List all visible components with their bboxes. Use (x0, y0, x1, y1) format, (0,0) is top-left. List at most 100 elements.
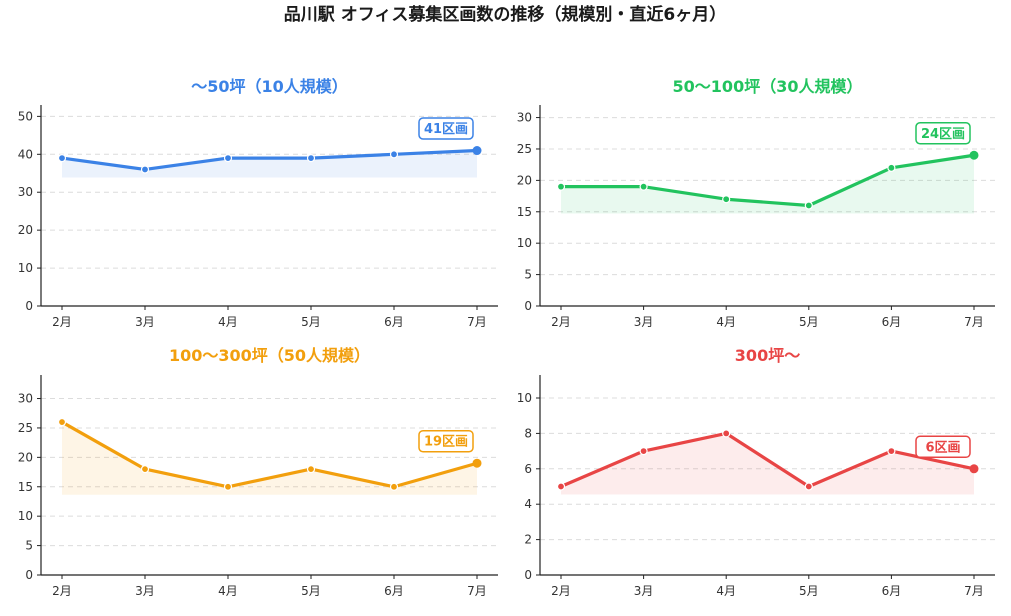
callout-label: 24区画 (921, 127, 965, 142)
y-tick-label: 6 (524, 462, 532, 476)
y-tick-label: 25 (18, 421, 33, 435)
subplot-title: 50〜100坪（30人規模） (673, 77, 863, 96)
callout-label: 6区画 (925, 440, 960, 455)
y-tick-label: 50 (18, 109, 33, 123)
data-point (639, 182, 648, 191)
x-tick-label: 4月 (716, 315, 736, 329)
data-point (140, 165, 150, 174)
x-tick-label: 4月 (218, 315, 238, 329)
y-tick-label: 4 (524, 497, 532, 511)
y-tick-label: 10 (18, 261, 33, 275)
y-tick-label: 20 (18, 223, 33, 237)
data-point (639, 447, 648, 456)
data-point (306, 465, 316, 474)
x-tick-label: 5月 (301, 584, 321, 598)
x-tick-label: 7月 (467, 315, 487, 329)
chart-panel-4: 300坪〜 0 2 4 6 8 10 2月 3月 4月 5月 6月 7月 6区画 (517, 346, 995, 598)
area-fill (561, 433, 974, 495)
x-tick-label: 2月 (551, 315, 571, 329)
data-point (804, 201, 813, 210)
subplot-title: 300坪〜 (735, 346, 800, 365)
y-tick-label: 40 (18, 147, 33, 161)
y-tick-label: 10 (517, 391, 532, 405)
x-tick-label: 5月 (799, 315, 819, 329)
data-point (472, 146, 482, 156)
data-point (722, 195, 731, 204)
data-point (57, 153, 67, 163)
data-point (556, 182, 566, 191)
data-point (389, 150, 399, 159)
y-tick-label: 0 (524, 568, 532, 582)
y-tick-label: 8 (524, 426, 532, 440)
area-fill (62, 422, 477, 495)
chart-main-title: 品川駅 オフィス募集区画数の推移（規模別・直近6ヶ月） (284, 4, 726, 25)
callout-box (915, 122, 971, 145)
x-tick-label: 5月 (799, 584, 819, 598)
y-tick-label: 10 (18, 509, 33, 523)
area-fill (62, 150, 477, 178)
y-tick-label: 0 (25, 568, 33, 582)
y-tick-label: 30 (18, 185, 33, 199)
subplot-title: 100〜300坪（50人規模） (169, 346, 370, 365)
callout-box (418, 429, 474, 453)
x-tick-label: 4月 (716, 584, 736, 598)
y-tick-label: 10 (517, 236, 532, 250)
data-point (472, 458, 482, 468)
x-tick-label: 7月 (964, 584, 984, 598)
data-point (804, 482, 813, 491)
y-tick-label: 30 (18, 392, 33, 406)
y-tick-label: 15 (18, 480, 33, 494)
series-line (60, 420, 479, 489)
x-tick-label: 2月 (52, 584, 72, 598)
area-fill (561, 155, 974, 214)
y-tick-label: 2 (524, 533, 532, 547)
y-tick-label: 25 (517, 142, 532, 156)
data-point (389, 482, 399, 491)
chart-panel-2: 50〜100坪（30人規模） 0 5 10 15 20 25 30 2月 3月 4月 5月 6月 7月 24… (517, 77, 995, 329)
data-point (722, 429, 731, 438)
data-point (969, 150, 979, 160)
x-tick-label: 3月 (634, 315, 654, 329)
callout-box (418, 117, 474, 140)
y-tick-label: 15 (517, 205, 532, 219)
callout-box (915, 435, 971, 459)
y-tick-label: 0 (524, 299, 532, 313)
data-point (306, 153, 316, 163)
y-tick-label: 20 (517, 173, 532, 187)
y-tick-label: 5 (524, 268, 532, 282)
data-point (140, 465, 150, 474)
data-point (887, 163, 896, 172)
y-tick-label: 30 (517, 111, 532, 125)
callout-label: 41区画 (424, 122, 468, 137)
data-point (969, 464, 979, 474)
x-tick-label: 6月 (882, 315, 902, 329)
subplot-title: 〜50坪（10人規模） (191, 77, 348, 96)
x-tick-label: 3月 (634, 584, 654, 598)
data-point (223, 482, 233, 491)
x-tick-label: 2月 (551, 584, 571, 598)
x-tick-label: 5月 (301, 315, 321, 329)
series-line (60, 148, 479, 172)
callout-label: 19区画 (424, 435, 468, 450)
y-tick-label: 0 (25, 299, 33, 313)
x-tick-label: 6月 (384, 584, 404, 598)
data-point (223, 153, 233, 163)
x-tick-label: 4月 (218, 584, 238, 598)
data-point (887, 447, 896, 456)
x-tick-label: 3月 (135, 315, 155, 329)
x-tick-label: 6月 (384, 315, 404, 329)
chart-panel-3: 100〜300坪（50人規模） 0 5 10 15 20 25 30 2月 3月 4月 5月 6月 7月 1… (18, 346, 498, 598)
y-tick-label: 20 (18, 450, 33, 464)
x-tick-label: 6月 (882, 584, 902, 598)
data-point (57, 417, 67, 427)
data-point (556, 482, 566, 491)
chart-panel-1: 〜50坪（10人規模） 0 10 20 30 40 50 2月 3月 4月 5月 6月 7月 41区画 (18, 77, 498, 329)
x-tick-label: 3月 (135, 584, 155, 598)
x-tick-label: 2月 (52, 315, 72, 329)
x-tick-label: 7月 (964, 315, 984, 329)
y-tick-label: 5 (25, 539, 33, 553)
x-tick-label: 7月 (467, 584, 487, 598)
series-line (559, 431, 976, 489)
series-line (559, 153, 976, 208)
